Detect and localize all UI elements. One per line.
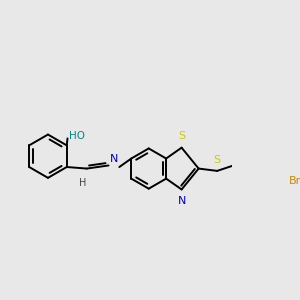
Text: HO: HO bbox=[69, 131, 85, 141]
Text: Br: Br bbox=[289, 176, 300, 186]
Text: H: H bbox=[79, 178, 86, 188]
Text: N: N bbox=[110, 154, 118, 164]
Text: S: S bbox=[178, 131, 185, 142]
Text: N: N bbox=[177, 196, 186, 206]
Text: S: S bbox=[214, 155, 221, 165]
